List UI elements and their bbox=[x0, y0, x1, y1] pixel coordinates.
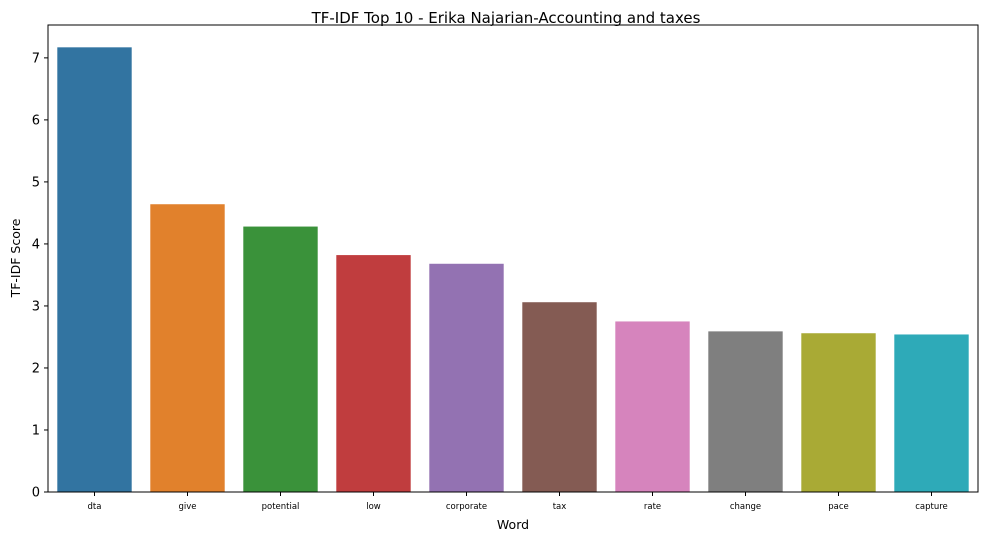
x-ticks-group: dta give potential low corporate tax rate chang… bbox=[88, 492, 948, 512]
x-tick-label: potential bbox=[262, 502, 300, 512]
y-tick-label: 3 bbox=[32, 299, 40, 314]
y-axis-label: TF-IDF Score bbox=[8, 218, 23, 298]
bars-group bbox=[57, 47, 969, 493]
bar-potential bbox=[243, 226, 318, 492]
chart-title: TF-IDF Top 10 - Erika Najarian-Accountin… bbox=[311, 9, 701, 27]
bar-tax bbox=[522, 302, 597, 492]
x-tick-label: low bbox=[366, 502, 381, 512]
bar-rate bbox=[615, 321, 690, 492]
x-tick-label: change bbox=[730, 502, 761, 512]
y-tick-label: 4 bbox=[32, 237, 40, 252]
bar-change bbox=[708, 331, 783, 492]
y-ticks-group: 0 1 2 3 4 5 6 7 bbox=[32, 51, 48, 501]
bar-give bbox=[150, 204, 225, 492]
x-tick-label: capture bbox=[915, 502, 948, 512]
x-tick-label: tax bbox=[553, 502, 567, 512]
bar-capture bbox=[894, 334, 969, 492]
y-tick-label: 7 bbox=[32, 51, 40, 66]
x-tick-label: corporate bbox=[446, 502, 487, 512]
bar-dta bbox=[57, 47, 132, 493]
bar-low bbox=[336, 255, 411, 492]
bar-corporate bbox=[429, 263, 504, 492]
x-tick-label: dta bbox=[88, 502, 102, 512]
y-tick-label: 5 bbox=[32, 175, 40, 190]
y-tick-label: 0 bbox=[32, 486, 40, 501]
y-tick-label: 1 bbox=[32, 423, 40, 438]
y-tick-label: 2 bbox=[32, 361, 40, 376]
x-tick-label: rate bbox=[644, 502, 661, 512]
x-tick-label: give bbox=[178, 502, 196, 512]
plot-frame bbox=[47, 24, 979, 493]
x-tick-label: pace bbox=[828, 502, 849, 512]
y-tick-label: 6 bbox=[32, 113, 40, 128]
bar-pace bbox=[801, 333, 876, 492]
x-axis-label: Word bbox=[497, 517, 529, 532]
